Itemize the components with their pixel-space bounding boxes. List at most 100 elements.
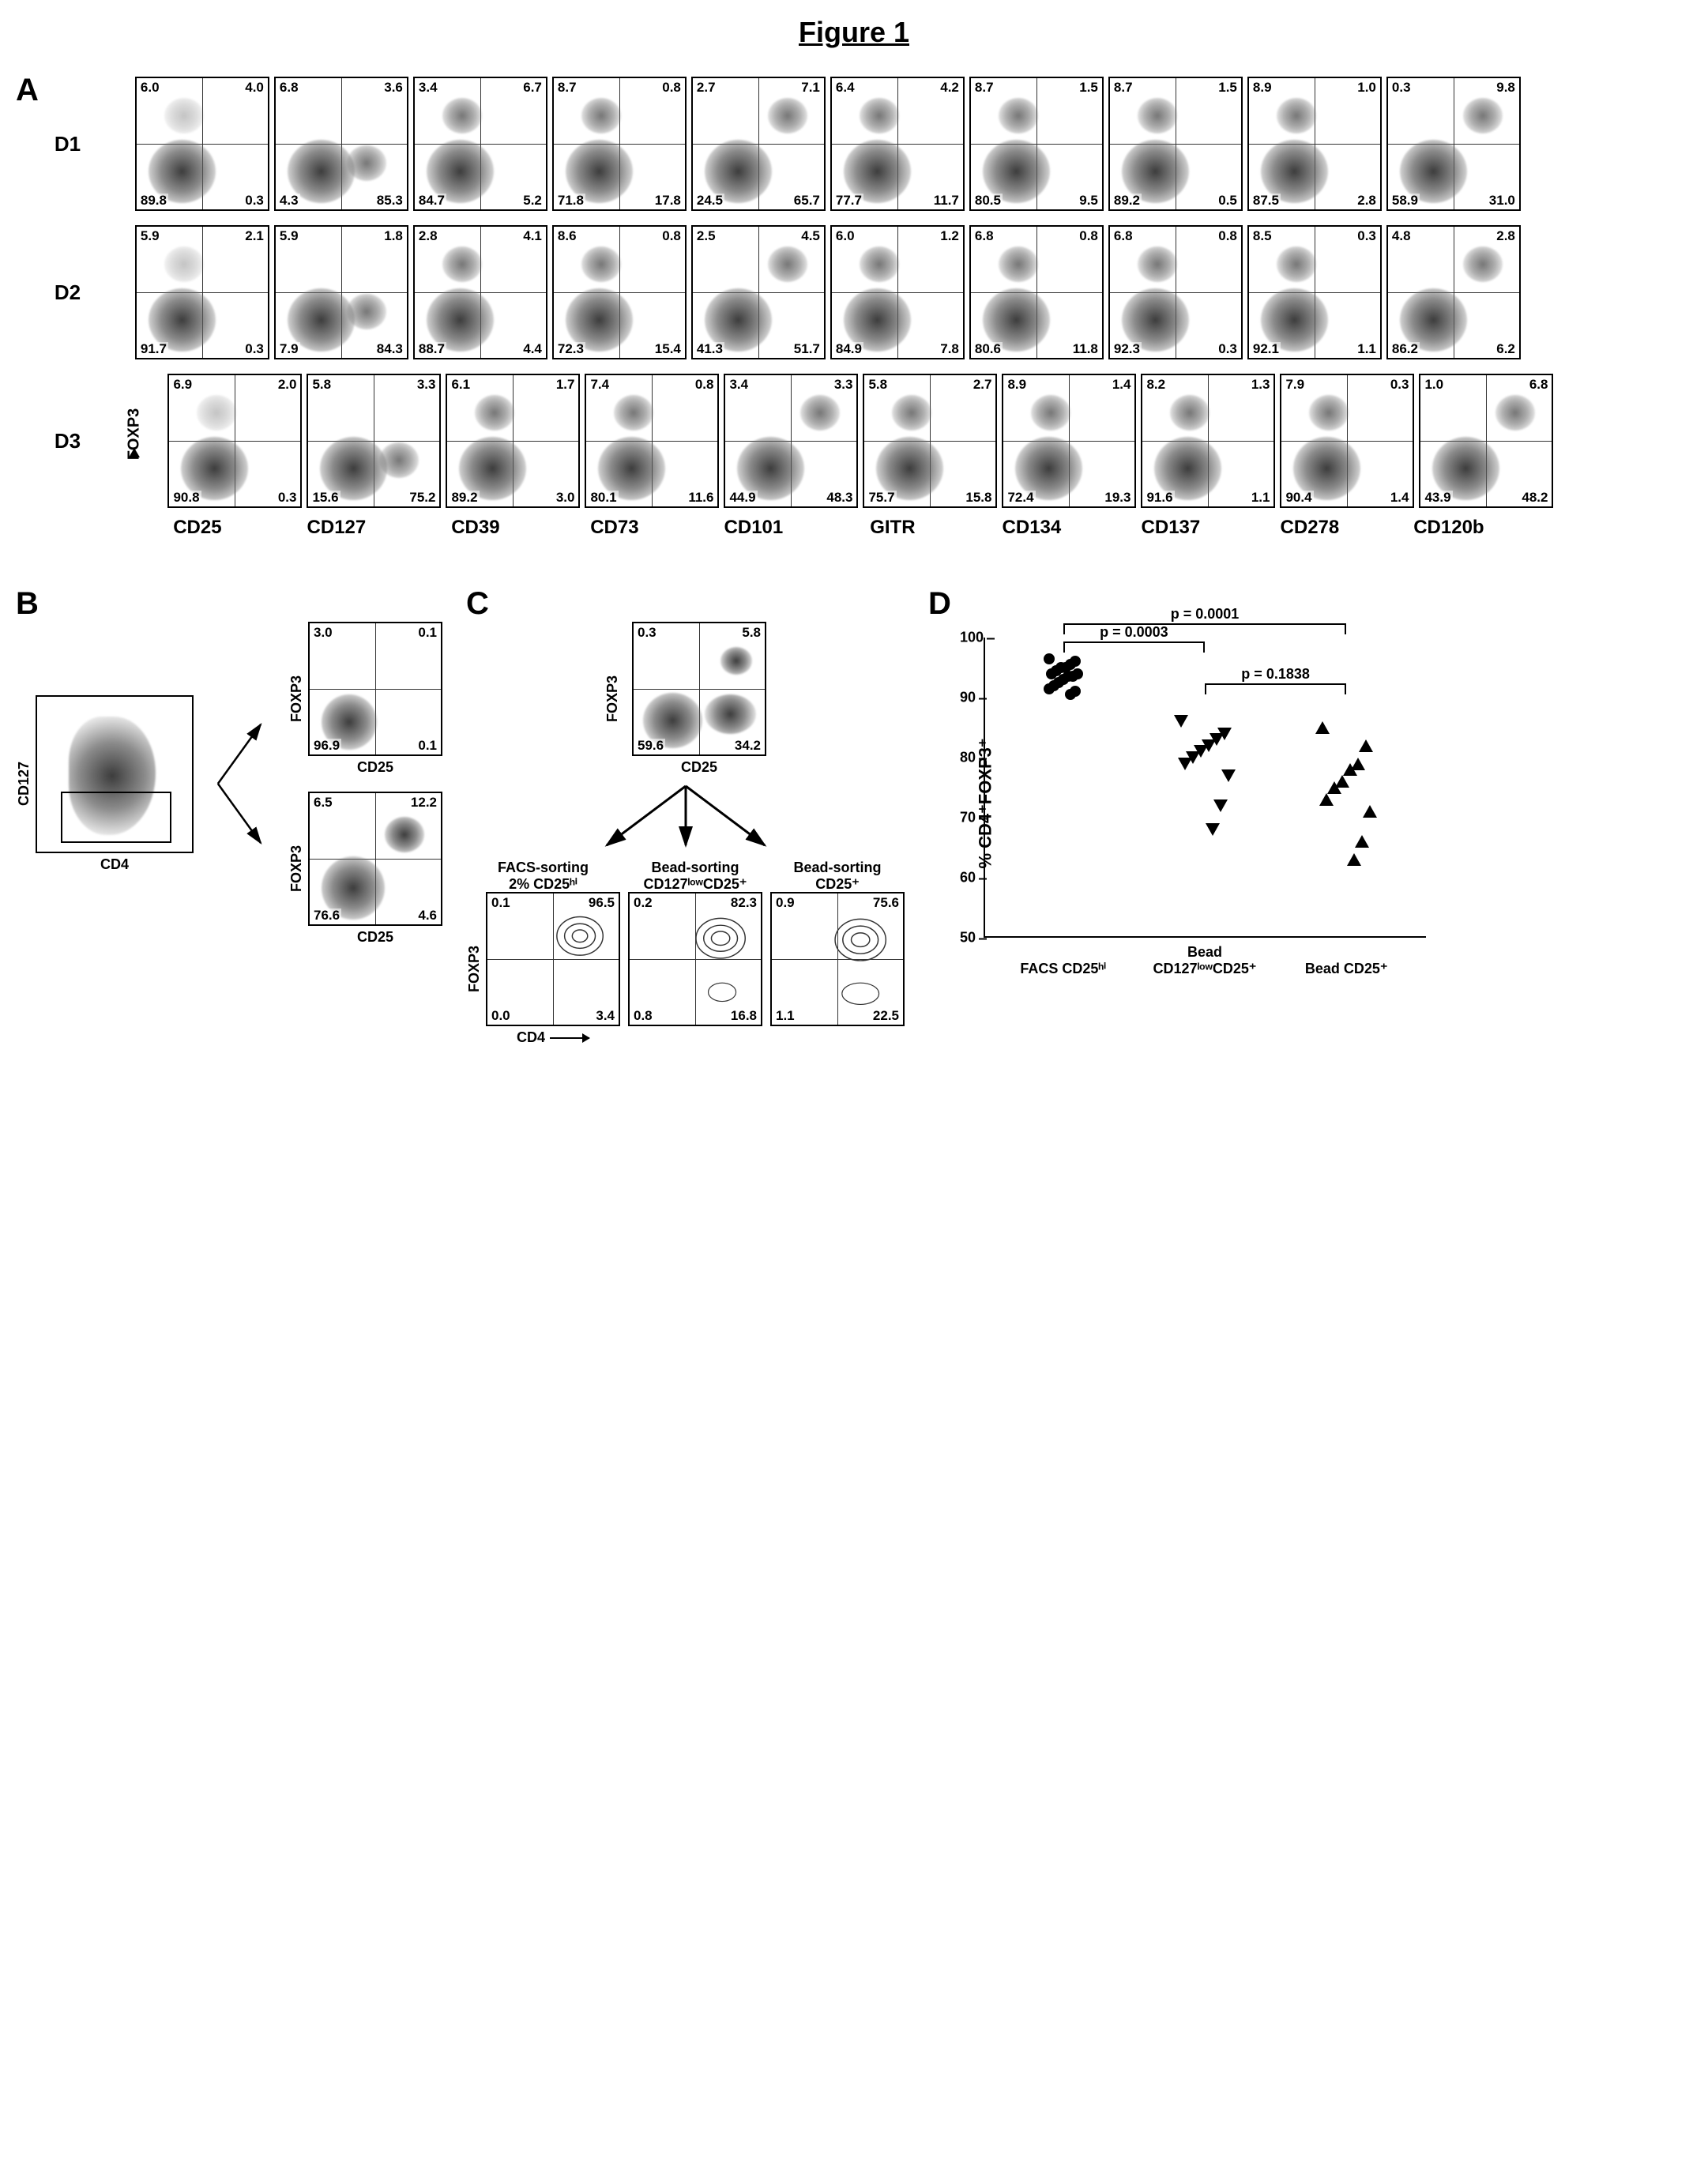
facs-plot: 6.8 0.8 92.3 0.3 <box>1108 225 1243 359</box>
panel-a-row-label: D3 <box>55 370 94 512</box>
panel-a-col-label: CD278 <box>1243 517 1377 539</box>
d-point <box>1359 739 1373 752</box>
panel-c-label: C <box>466 586 905 622</box>
qv: 0.9 <box>774 896 796 909</box>
facs-plot: 8.5 0.3 92.1 1.1 <box>1247 225 1382 359</box>
qv: 0.3 <box>277 491 299 504</box>
qv: 17.8 <box>653 194 683 207</box>
qv: 41.3 <box>695 342 724 356</box>
qv: 72.3 <box>556 342 585 356</box>
panel-c-top-plot: 0.3 5.8 59.6 34.2 <box>632 622 766 756</box>
qv: 75.7 <box>867 491 896 504</box>
d-bracket <box>1063 623 1346 625</box>
qv: 84.9 <box>834 342 863 356</box>
facs-plot: 7.9 0.3 90.4 1.4 <box>1280 374 1414 508</box>
qv: 5.8 <box>740 626 762 639</box>
panel-b-arrows <box>209 705 273 863</box>
panel-a-label: A <box>16 73 39 108</box>
qv: 1.0 <box>1356 81 1378 94</box>
qv: 75.6 <box>871 896 901 909</box>
d-ytick: 100 <box>960 630 984 646</box>
qv: 0.3 <box>1389 378 1411 391</box>
facs-plot: 0.3 9.8 58.9 31.0 <box>1386 77 1521 211</box>
d-pvalue: p = 0.0003 <box>1100 624 1168 641</box>
qv: 0.3 <box>243 194 265 207</box>
qv: 0.3 <box>636 626 658 639</box>
qv: 16.8 <box>729 1009 758 1022</box>
qv: 8.5 <box>1251 229 1273 243</box>
d-bracket <box>1063 641 1205 643</box>
qv: 15.6 <box>310 491 340 504</box>
qv: 89.8 <box>139 194 168 207</box>
facs-plot: 6.0 1.2 84.9 7.8 <box>830 225 965 359</box>
qv: 2.5 <box>695 229 717 243</box>
qv: 3.3 <box>833 378 855 391</box>
d-bracket <box>1205 683 1346 685</box>
qv: 8.7 <box>1112 81 1134 94</box>
qv: 72.4 <box>1006 491 1035 504</box>
b-lower-x: CD25 <box>308 929 442 946</box>
facs-plot: 6.4 4.2 77.7 11.7 <box>830 77 965 211</box>
b-upper-x: CD25 <box>308 759 442 776</box>
panel-a-col-label: CD127 <box>269 517 404 539</box>
qv: 0.0 <box>490 1009 512 1022</box>
d-ytick: 70 <box>960 810 976 826</box>
panel-a-col-label: CD25 <box>130 517 265 539</box>
qv: 48.2 <box>1520 491 1549 504</box>
qv: 0.8 <box>660 81 683 94</box>
facs-plot: 7.4 0.8 80.1 11.6 <box>585 374 719 508</box>
qv: 1.5 <box>1078 81 1100 94</box>
panel-b-lower-plot: 6.5 12.2 76.6 4.6 <box>308 792 442 926</box>
panel-a-row-label: D1 <box>55 73 94 215</box>
b-lower-y: FOXP3 <box>288 845 305 892</box>
qv: 11.6 <box>687 491 715 504</box>
d-point <box>1044 653 1055 664</box>
d-point <box>1178 758 1192 770</box>
d-point <box>1347 853 1361 866</box>
qv: 4.1 <box>521 229 544 243</box>
facs-plot: 6.9 2.0 90.8 0.3 <box>167 374 302 508</box>
c-top-x: CD25 <box>632 759 766 776</box>
qv: 7.4 <box>589 378 611 391</box>
qv: 0.2 <box>632 896 654 909</box>
facs-plot: 1.0 6.8 43.9 48.2 <box>1419 374 1553 508</box>
qv: 0.3 <box>243 342 265 356</box>
qv: 3.4 <box>728 378 750 391</box>
panel-b-gating-plot <box>36 695 194 853</box>
qv: 0.5 <box>1217 194 1239 207</box>
qv: 7.9 <box>1284 378 1306 391</box>
facs-plot: 8.9 1.4 72.4 19.3 <box>1002 374 1136 508</box>
d-point <box>1343 763 1357 776</box>
facs-plot: 8.9 1.0 87.5 2.8 <box>1247 77 1382 211</box>
panel-b: B CD127 CD4 FOXP3 <box>16 586 442 946</box>
qv: 1.4 <box>1389 491 1411 504</box>
c-facs-label: FACS-sorting2% CD25ʰⁱ <box>498 860 589 892</box>
qv: 86.2 <box>1390 342 1420 356</box>
qv: 8.2 <box>1145 378 1167 391</box>
qv: 2.7 <box>695 81 717 94</box>
qv: 11.8 <box>1071 342 1100 356</box>
qv: 4.3 <box>278 194 300 207</box>
d-point <box>1327 781 1341 794</box>
qv: 22.5 <box>871 1009 901 1022</box>
qv: 19.3 <box>1103 491 1132 504</box>
c-bead25-label: Bead-sortingCD25⁺ <box>793 860 881 892</box>
qv: 80.6 <box>973 342 1003 356</box>
qv: 89.2 <box>1112 194 1142 207</box>
qv: 8.9 <box>1006 378 1028 391</box>
panel-c-beadlo-plot: 0.2 82.3 0.8 16.8 <box>628 892 762 1026</box>
qv: 2.1 <box>243 229 265 243</box>
qv: 0.3 <box>1217 342 1239 356</box>
qv: 6.0 <box>139 81 161 94</box>
qv: 0.3 <box>1390 81 1413 94</box>
qv: 90.8 <box>171 491 201 504</box>
qv: 91.6 <box>1145 491 1174 504</box>
qv: 1.1 <box>774 1009 796 1022</box>
qv: 71.8 <box>556 194 585 207</box>
qv: 0.1 <box>416 739 438 752</box>
qv: 0.1 <box>490 896 512 909</box>
qv: 2.8 <box>417 229 439 243</box>
c-facs-x: CD4 <box>517 1029 545 1046</box>
qv: 3.0 <box>555 491 577 504</box>
d-point <box>1206 823 1220 836</box>
